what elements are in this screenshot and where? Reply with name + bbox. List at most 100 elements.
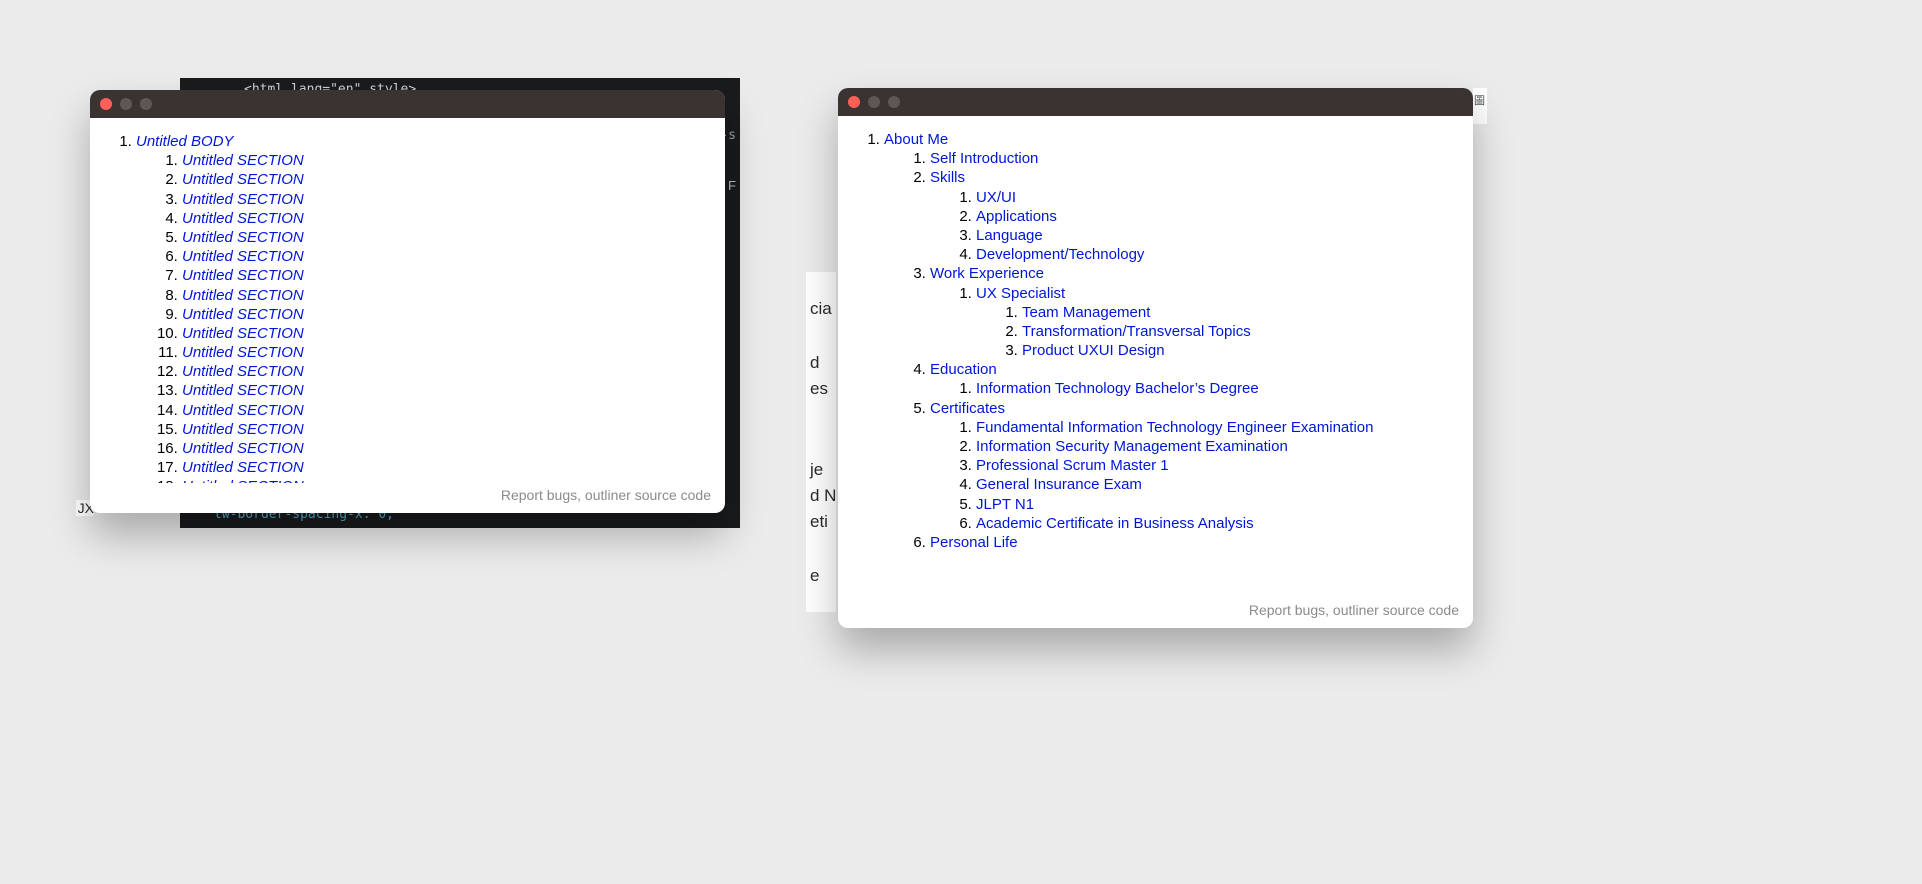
outline-link-education[interactable]: Education xyxy=(930,361,997,378)
outline-list: Self Introduction Skills UX/UI Applications… xyxy=(884,149,1455,552)
close-icon[interactable] xyxy=(100,98,112,110)
outline-item-applications: Applications xyxy=(976,207,1455,226)
bg-code-letter-f: F xyxy=(728,178,736,193)
outline-link-product-uxui-design[interactable]: Product UXUI Design xyxy=(1022,342,1165,359)
outline-sections-list: Untitled SECTION Untitled SECTION Untitled… xyxy=(136,151,707,483)
outline-link-applications[interactable]: Applications xyxy=(976,208,1057,225)
outline-link-information-security-management-examination[interactable]: Information Security Management Examinat… xyxy=(976,438,1288,455)
outline-item-work-experience: Work ExperienceUX SpecialistTeam Managem… xyxy=(930,264,1455,360)
outline-link-skills[interactable]: Skills xyxy=(930,169,965,186)
outline-link-section[interactable]: Untitled SECTION xyxy=(182,363,304,380)
outline-link-section[interactable]: Untitled SECTION xyxy=(182,440,304,457)
outline-link-section[interactable]: Untitled SECTION xyxy=(182,344,304,361)
outline-item-academic-certificate-in-business-analysis: Academic Certificate in Business Analysi… xyxy=(976,514,1455,533)
outline-item-section: Untitled SECTION xyxy=(182,266,707,285)
footer-sep: , xyxy=(1325,602,1333,618)
outliner-window-right: About Me Self Introduction Skills UX/UI Appl… xyxy=(838,88,1473,628)
outline-item-section: Untitled SECTION xyxy=(182,209,707,228)
outline-item-section: Untitled SECTION xyxy=(182,286,707,305)
outline-link-work-experience[interactable]: Work Experience xyxy=(930,265,1044,282)
outline-link-language[interactable]: Language xyxy=(976,227,1043,244)
outline-link-certificates[interactable]: Certificates xyxy=(930,400,1005,417)
outline-link-information-technology-bachelor-s-degree[interactable]: Information Technology Bachelor’s Degree xyxy=(976,380,1259,397)
outline-link-fundamental-information-technology-engineer-examination[interactable]: Fundamental Information Technology Engin… xyxy=(976,419,1373,436)
outline-item-section: Untitled SECTION xyxy=(182,170,707,189)
outline-list: UX/UI Applications Language Development/Tec… xyxy=(930,188,1455,265)
outline-item-section: Untitled SECTION xyxy=(182,401,707,420)
outline-link-section[interactable]: Untitled SECTION xyxy=(182,287,304,304)
maximize-icon[interactable] xyxy=(888,96,900,108)
window-body: Untitled BODY Untitled SECTIONUntitled S… xyxy=(90,118,725,483)
bg-word-3: je xyxy=(810,460,823,480)
close-icon[interactable] xyxy=(848,96,860,108)
outline-item-section: Untitled SECTION xyxy=(182,439,707,458)
outline-link-section[interactable]: Untitled SECTION xyxy=(182,191,304,208)
outline-item-jlpt-n1: JLPT N1 xyxy=(976,495,1455,514)
outline-item-product-uxui-design: Product UXUI Design xyxy=(1022,341,1455,360)
report-bugs-link[interactable]: Report bugs xyxy=(501,487,577,503)
outline-link-section[interactable]: Untitled SECTION xyxy=(182,459,304,476)
outline-link-section[interactable]: Untitled SECTION xyxy=(182,248,304,265)
outline-item-section: Untitled SECTION xyxy=(182,305,707,324)
outline-item-self-introduction: Self Introduction xyxy=(930,149,1455,168)
minimize-icon[interactable] xyxy=(868,96,880,108)
window-footer: Report bugs, outliner source code xyxy=(90,483,725,513)
outline-link-transformation-transversal-topics[interactable]: Transformation/Transversal Topics xyxy=(1022,323,1251,340)
outline-link-ux-ui[interactable]: UX/UI xyxy=(976,189,1016,206)
outline-item-information-security-management-examination: Information Security Management Examinat… xyxy=(976,437,1455,456)
source-code-link[interactable]: outliner source code xyxy=(1333,602,1459,618)
outline-item-general-insurance-exam: General Insurance Exam xyxy=(976,475,1455,494)
report-bugs-link[interactable]: Report bugs xyxy=(1249,602,1325,618)
outline-link-section[interactable]: Untitled SECTION xyxy=(182,171,304,188)
outline-link-academic-certificate-in-business-analysis[interactable]: Academic Certificate in Business Analysi… xyxy=(976,515,1254,532)
outline-link-section[interactable]: Untitled SECTION xyxy=(182,402,304,419)
outline-item-team-management: Team Management xyxy=(1022,303,1455,322)
outline-link-self-introduction[interactable]: Self Introduction xyxy=(930,150,1038,167)
source-code-link[interactable]: outliner source code xyxy=(585,487,711,503)
bg-word-6: e xyxy=(810,566,819,586)
outline-link-section[interactable]: Untitled SECTION xyxy=(182,306,304,323)
outline-link-section[interactable]: Untitled SECTION xyxy=(182,267,304,284)
outline-item-fundamental-information-technology-engineer-examination: Fundamental Information Technology Engin… xyxy=(976,418,1455,437)
minimize-icon[interactable] xyxy=(120,98,132,110)
outline-item-development-technology: Development/Technology xyxy=(976,245,1455,264)
outline-item-section: Untitled SECTION xyxy=(182,343,707,362)
outline-link-section[interactable]: Untitled SECTION xyxy=(182,152,304,169)
outline-item-section: Untitled SECTION xyxy=(182,228,707,247)
outline-link-general-insurance-exam[interactable]: General Insurance Exam xyxy=(976,476,1142,493)
titlebar[interactable] xyxy=(838,88,1473,116)
outline-list: Team Management Transformation/Transversa… xyxy=(976,303,1455,361)
outline-root-list: About Me Self Introduction Skills UX/UI Appl… xyxy=(856,130,1455,552)
outline-link-section[interactable]: Untitled SECTION xyxy=(182,421,304,438)
outline-link-ux-specialist[interactable]: UX Specialist xyxy=(976,285,1065,302)
outline-item-personal-life: Personal Life xyxy=(930,533,1455,552)
outline-link-personal-life[interactable]: Personal Life xyxy=(930,534,1018,551)
outline-link-section[interactable]: Untitled SECTION xyxy=(182,325,304,342)
outline-item-ux-specialist: UX Specialist Team Management Transformati… xyxy=(976,284,1455,361)
window-body: About Me Self Introduction Skills UX/UI Appl… xyxy=(838,116,1473,598)
outline-link-jlpt-n1[interactable]: JLPT N1 xyxy=(976,496,1034,513)
outline-link-section[interactable]: Untitled SECTION xyxy=(182,382,304,399)
bg-word-1: d xyxy=(810,353,819,373)
outline-link-section[interactable]: Untitled SECTION xyxy=(182,210,304,227)
outline-item-information-technology-bachelor-s-degree: Information Technology Bachelor’s Degree xyxy=(976,379,1455,398)
outline-item-professional-scrum-master-1: Professional Scrum Master 1 xyxy=(976,456,1455,475)
bg-word-5: eti xyxy=(810,512,828,532)
outline-link-body[interactable]: Untitled BODY xyxy=(136,133,234,150)
stage: <html lang="en" style> -s F tw-border-sp… xyxy=(0,0,1922,884)
outline-link-development-technology[interactable]: Development/Technology xyxy=(976,246,1144,263)
outline-link-team-management[interactable]: Team Management xyxy=(1022,304,1150,321)
outline-link-section[interactable]: Untitled SECTION xyxy=(182,229,304,246)
outline-item-section: Untitled SECTION xyxy=(182,151,707,170)
outline-link-professional-scrum-master-1[interactable]: Professional Scrum Master 1 xyxy=(976,457,1169,474)
bg-word-0: cia xyxy=(810,299,832,319)
outline-root-list: Untitled BODY Untitled SECTIONUntitled S… xyxy=(108,132,707,483)
outline-item-section: Untitled SECTION xyxy=(182,190,707,209)
outline-item-section: Untitled SECTION xyxy=(182,381,707,400)
outline-link-about-me[interactable]: About Me xyxy=(884,131,948,148)
maximize-icon[interactable] xyxy=(140,98,152,110)
outline-item-transformation-transversal-topics: Transformation/Transversal Topics xyxy=(1022,322,1455,341)
titlebar[interactable] xyxy=(90,90,725,118)
outline-item-section: Untitled SECTION xyxy=(182,247,707,266)
window-footer: Report bugs, outliner source code xyxy=(838,598,1473,628)
